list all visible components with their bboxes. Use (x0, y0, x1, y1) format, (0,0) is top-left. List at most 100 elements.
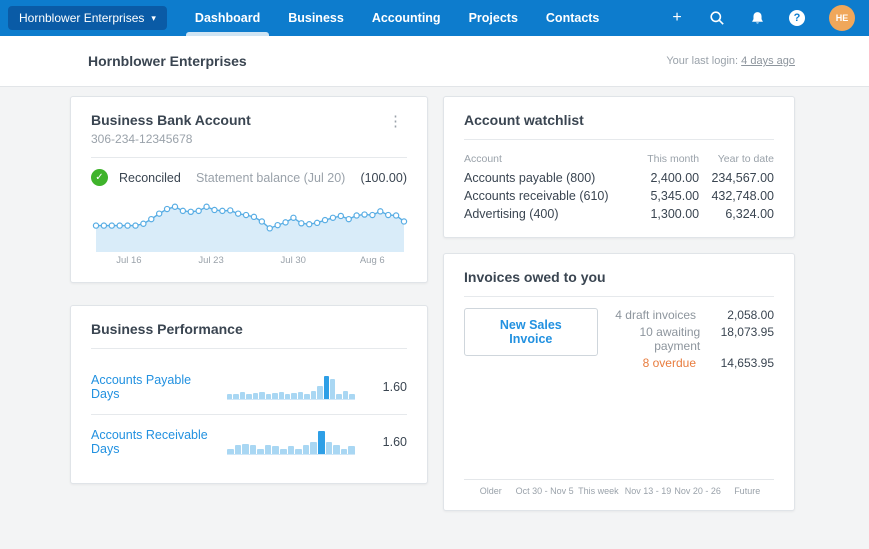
sparkline-tick-label: Aug 6 (359, 255, 385, 266)
accounts-receivable-days-link[interactable]: Accounts Receivable Days (91, 428, 208, 456)
invoice-bar-label: This week (578, 486, 619, 496)
receivable-days-mini-chart (227, 430, 355, 455)
bank-account-number: 306-234-12345678 (91, 132, 193, 146)
invoice-amount-value: 18,073.95 (720, 325, 774, 339)
invoice-count-label: 10 awaiting payment (639, 325, 701, 353)
new-sales-invoice-button[interactable]: New Sales Invoice (464, 308, 598, 356)
mini-bar (246, 393, 252, 399)
mini-bar (234, 444, 242, 454)
kebab-menu-icon[interactable]: ⋮ (388, 113, 403, 130)
watchlist-row: Accounts receivable (610) 5,345.00 432,748… (464, 187, 774, 205)
watchlist-account-name: Accounts receivable (610) (464, 189, 609, 203)
search-icon[interactable] (709, 10, 725, 26)
avatar[interactable]: HE (829, 5, 855, 31)
divider (464, 139, 774, 140)
mini-bar (284, 393, 291, 399)
mini-bar (233, 393, 239, 399)
mini-bar (239, 392, 246, 399)
watchlist-row: Advertising (400) 1,300.00 6,324.00 (464, 205, 774, 223)
mini-bar (257, 448, 264, 454)
help-icon[interactable]: ? (789, 10, 805, 26)
invoice-amount-value: 14,653.95 (720, 356, 774, 370)
watchlist-amount: 2,400.00 (650, 171, 700, 185)
mini-bar (295, 448, 302, 454)
nav-item-dashboard[interactable]: Dashboard (181, 0, 274, 36)
sparkline-axis-labels: Jul 16 Jul 23 Jul 30 Aug 6 (91, 255, 407, 268)
business-performance-card: Business Performance Accounts Payable Da… (70, 305, 428, 484)
watchlist-amount: 5,345.00 (650, 189, 700, 203)
invoice-bar-label: Older (479, 486, 502, 496)
invoice-summary-row: 10 awaiting payment 18,073.95 (598, 325, 775, 353)
mini-bar (252, 393, 259, 399)
watchlist-amount: 6,324.00 (725, 207, 774, 221)
mini-bar (342, 391, 349, 399)
mini-bar (323, 376, 329, 399)
receivable-days-value: 1.60 (382, 435, 407, 449)
mini-bar (287, 446, 295, 454)
sparkline-tick-label: Jul 16 (116, 255, 142, 266)
watchlist-amount: 234,567.00 (711, 171, 774, 185)
account-watchlist-card: Account watchlist Account This month Yea… (443, 96, 795, 238)
mini-bar (278, 392, 284, 399)
bell-icon[interactable] (749, 10, 765, 26)
divider (91, 348, 407, 349)
mini-bar (348, 446, 355, 454)
accounts-payable-days-link[interactable]: Accounts Payable Days (91, 373, 192, 401)
check-icon: ✓ (91, 169, 108, 186)
watchlist-col-thismonth: This month (647, 153, 700, 165)
mini-bar (325, 442, 333, 454)
divider (91, 157, 407, 158)
mini-bar (304, 393, 310, 399)
sparkline-tick-label: Jul 23 (198, 255, 224, 266)
mini-bar (280, 448, 287, 454)
mini-bar (310, 391, 317, 399)
mini-bar (227, 448, 234, 454)
invoice-bar-label: Future (734, 486, 761, 496)
watchlist-account-name: Advertising (400) (464, 207, 559, 221)
divider (464, 296, 774, 297)
mini-bar (302, 444, 310, 454)
mini-bar (242, 443, 249, 454)
invoice-bar-label: Oct 30 - Nov 5 (515, 486, 574, 496)
bank-account-title: Business Bank Account (91, 112, 251, 128)
invoices-owed-title: Invoices owed to you (464, 269, 606, 285)
nav-item-contacts[interactable]: Contacts (545, 11, 600, 25)
plus-icon[interactable]: + (672, 9, 682, 26)
bank-balance-sparkline (92, 203, 408, 252)
dashboard-main: Business Bank Account 306-234-12345678 ⋮… (0, 87, 869, 511)
nav-item-business[interactable]: Business (288, 11, 344, 25)
invoices-bar-chart (464, 380, 774, 480)
org-switcher[interactable]: Hornblower Enterprises ▾ (8, 6, 167, 30)
mini-bar (330, 378, 336, 399)
mini-bar (349, 393, 355, 399)
nav-item-accounting[interactable]: Accounting (371, 11, 441, 25)
invoice-bar-label: Nov 13 - 19 (624, 486, 672, 496)
invoice-summary-row: 8 overdue 14,653.95 (598, 356, 774, 370)
chevron-down-icon: ▾ (151, 12, 156, 23)
mini-bar (340, 448, 348, 454)
mini-bar (264, 444, 272, 454)
mini-bar (336, 393, 342, 399)
invoices-bar-chart-labels: Older Oct 30 - Nov 5 This week Nov 13 - 19 N… (464, 486, 774, 496)
reconciled-label: Reconciled (119, 170, 181, 185)
payable-days-mini-chart (227, 375, 355, 400)
mini-bar (317, 431, 325, 454)
mini-bar (317, 386, 323, 399)
mini-bar (272, 446, 280, 454)
invoice-summary-row: 4 draft invoices 2,058.00 (598, 308, 774, 322)
invoice-count-label: 4 draft invoices (615, 308, 696, 322)
mini-bar (310, 442, 317, 454)
statement-balance-label: Statement balance (Jul 20) (195, 170, 346, 185)
mini-bar (291, 393, 297, 399)
mini-bar (249, 444, 257, 454)
overdue-invoices-label: 8 overdue (642, 356, 696, 370)
statement-balance-value: (100.00) (360, 170, 407, 185)
reconcile-status-row: ✓ Reconciled Statement balance (Jul 20) … (91, 169, 407, 186)
last-login-link[interactable]: 4 days ago (741, 55, 795, 67)
bank-account-card: Business Bank Account 306-234-12345678 ⋮… (70, 96, 428, 283)
watchlist-amount: 432,748.00 (711, 189, 774, 203)
sparkline-tick-label: Jul 30 (280, 255, 306, 266)
page-title: Hornblower Enterprises (88, 53, 247, 69)
nav-item-projects[interactable]: Projects (468, 11, 518, 25)
account-watchlist-title: Account watchlist (464, 112, 584, 128)
